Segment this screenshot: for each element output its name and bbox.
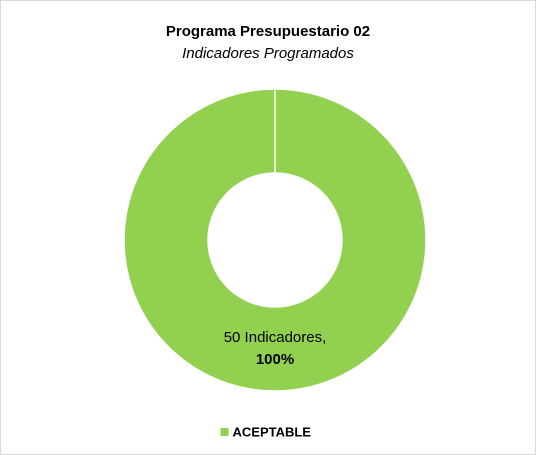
legend-swatch	[220, 428, 229, 436]
chart-title: Programa Presupuestario 02	[166, 23, 370, 40]
chart-subtitle: Indicadores Programados	[182, 45, 354, 62]
data-label: 50 Indicadores,	[224, 329, 327, 346]
data-label-percent: 100%	[256, 351, 294, 368]
legend-label: ACEPTABLE	[233, 424, 312, 439]
